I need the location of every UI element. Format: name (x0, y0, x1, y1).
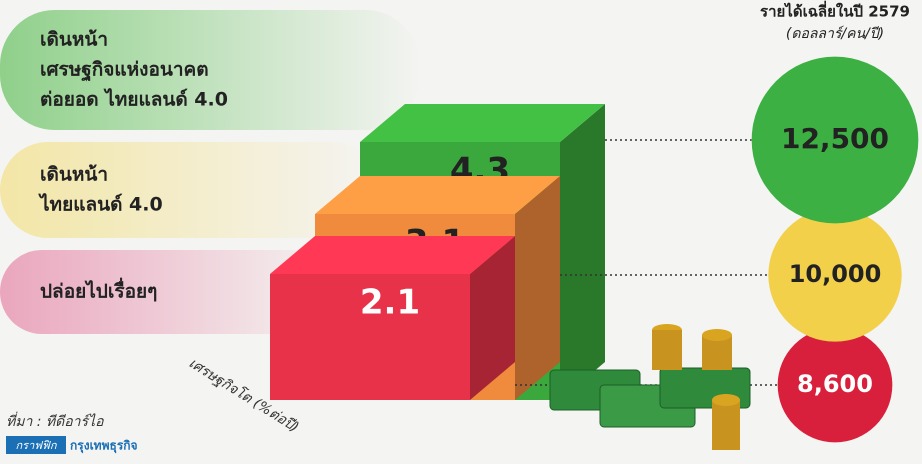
step-side (560, 104, 605, 400)
category-label: เดินหน้า (40, 29, 108, 51)
income-label: 8,600 (797, 370, 873, 398)
income-title: รายได้เฉลี่ยในปี 2579 (760, 1, 910, 21)
category-label: ปล่อยไปเรื่อยๆ (40, 278, 157, 303)
coin-stack (652, 330, 682, 370)
category-label: ไทยแลนด์ 4.0 (38, 193, 163, 216)
category-label: ต่อยอด ไทยแลนด์ 4.0 (40, 88, 228, 111)
coin (712, 394, 740, 406)
credit-paper: กรุงเทพธุรกิจ (70, 439, 138, 454)
income-label: 12,500 (781, 122, 889, 155)
category-label: เศรษฐกิจแห่งอนาคต (40, 59, 209, 83)
infographic: ปล่อยไปเรื่อยๆ เดินหน้าไทยแลนด์ 4.0 เดินหน… (0, 0, 922, 464)
credit-graphic: กราฟฟิก (16, 439, 58, 452)
step-side (515, 176, 560, 400)
source: ที่มา : ทีดีอาร์ไอ (6, 411, 104, 430)
coin (702, 329, 732, 341)
income-unit: (ดอลลาร์/คน/ปี) (786, 25, 884, 42)
value-label: 2.1 (360, 283, 420, 323)
category-label: เดินหน้า (40, 164, 108, 186)
step: 2.1 (270, 236, 515, 400)
income-label: 10,000 (789, 260, 882, 288)
coin-stack (712, 400, 740, 450)
